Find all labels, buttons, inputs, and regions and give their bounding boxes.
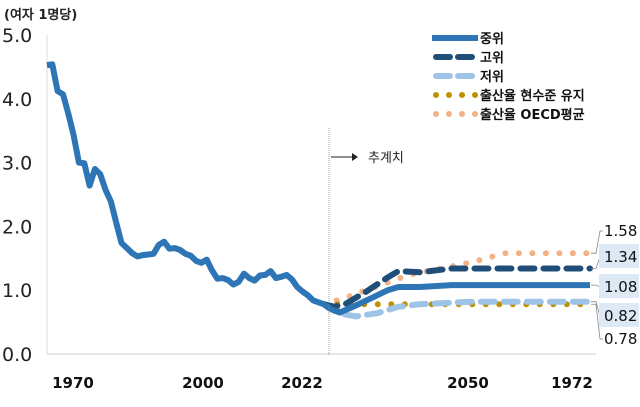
end-label: 1.08 xyxy=(604,278,637,296)
y-axis: 0.0 1.0 2.0 3.0 4.0 5.0 xyxy=(2,25,48,366)
end-label-box xyxy=(599,244,639,268)
y-tick-label: 4.0 xyxy=(2,89,32,111)
end-label-box xyxy=(599,274,639,298)
x-tick-label: 2022 xyxy=(281,374,323,392)
end-label: 1.58 xyxy=(604,222,637,240)
y-tick-label: 2.0 xyxy=(2,216,32,238)
y-tick-label: 1.0 xyxy=(2,280,32,302)
legend-label: 고위 xyxy=(480,51,504,66)
end-label: 0.78 xyxy=(604,330,637,348)
legend-label: 출산율 OECD평균 xyxy=(480,107,585,123)
legend-label: 중위 xyxy=(480,32,504,47)
end-labels: 1.58 1.34 1.08 0.82 0.78 xyxy=(591,222,639,348)
series-lines xyxy=(46,61,593,320)
leader-line xyxy=(591,303,603,340)
x-tick-label: 1972 xyxy=(551,374,593,392)
series-line-1 xyxy=(320,265,593,310)
arrow-head-icon xyxy=(352,153,358,161)
series-line-4 xyxy=(320,250,593,308)
x-tick-label: 2000 xyxy=(182,374,224,392)
y-tick-label: 5.0 xyxy=(2,25,32,47)
y-tick-label: 0.0 xyxy=(2,344,32,366)
series-line-0 xyxy=(46,61,590,316)
legend-label: 출산율 현수준 유지 xyxy=(480,88,585,104)
x-axis: 1970 2000 2022 2050 1972 xyxy=(47,353,596,392)
unit-label: (여자 1명당) xyxy=(4,7,77,23)
legend-label: 저위 xyxy=(480,70,504,85)
x-tick-label: 1970 xyxy=(52,374,94,392)
end-label: 0.82 xyxy=(604,307,637,325)
x-tick-label: 2050 xyxy=(447,374,489,392)
end-label-box xyxy=(599,303,639,327)
leader-line xyxy=(591,230,603,254)
y-tick-label: 3.0 xyxy=(2,153,32,175)
end-label: 1.34 xyxy=(604,248,637,266)
projection-label: 추계치 xyxy=(368,151,404,166)
